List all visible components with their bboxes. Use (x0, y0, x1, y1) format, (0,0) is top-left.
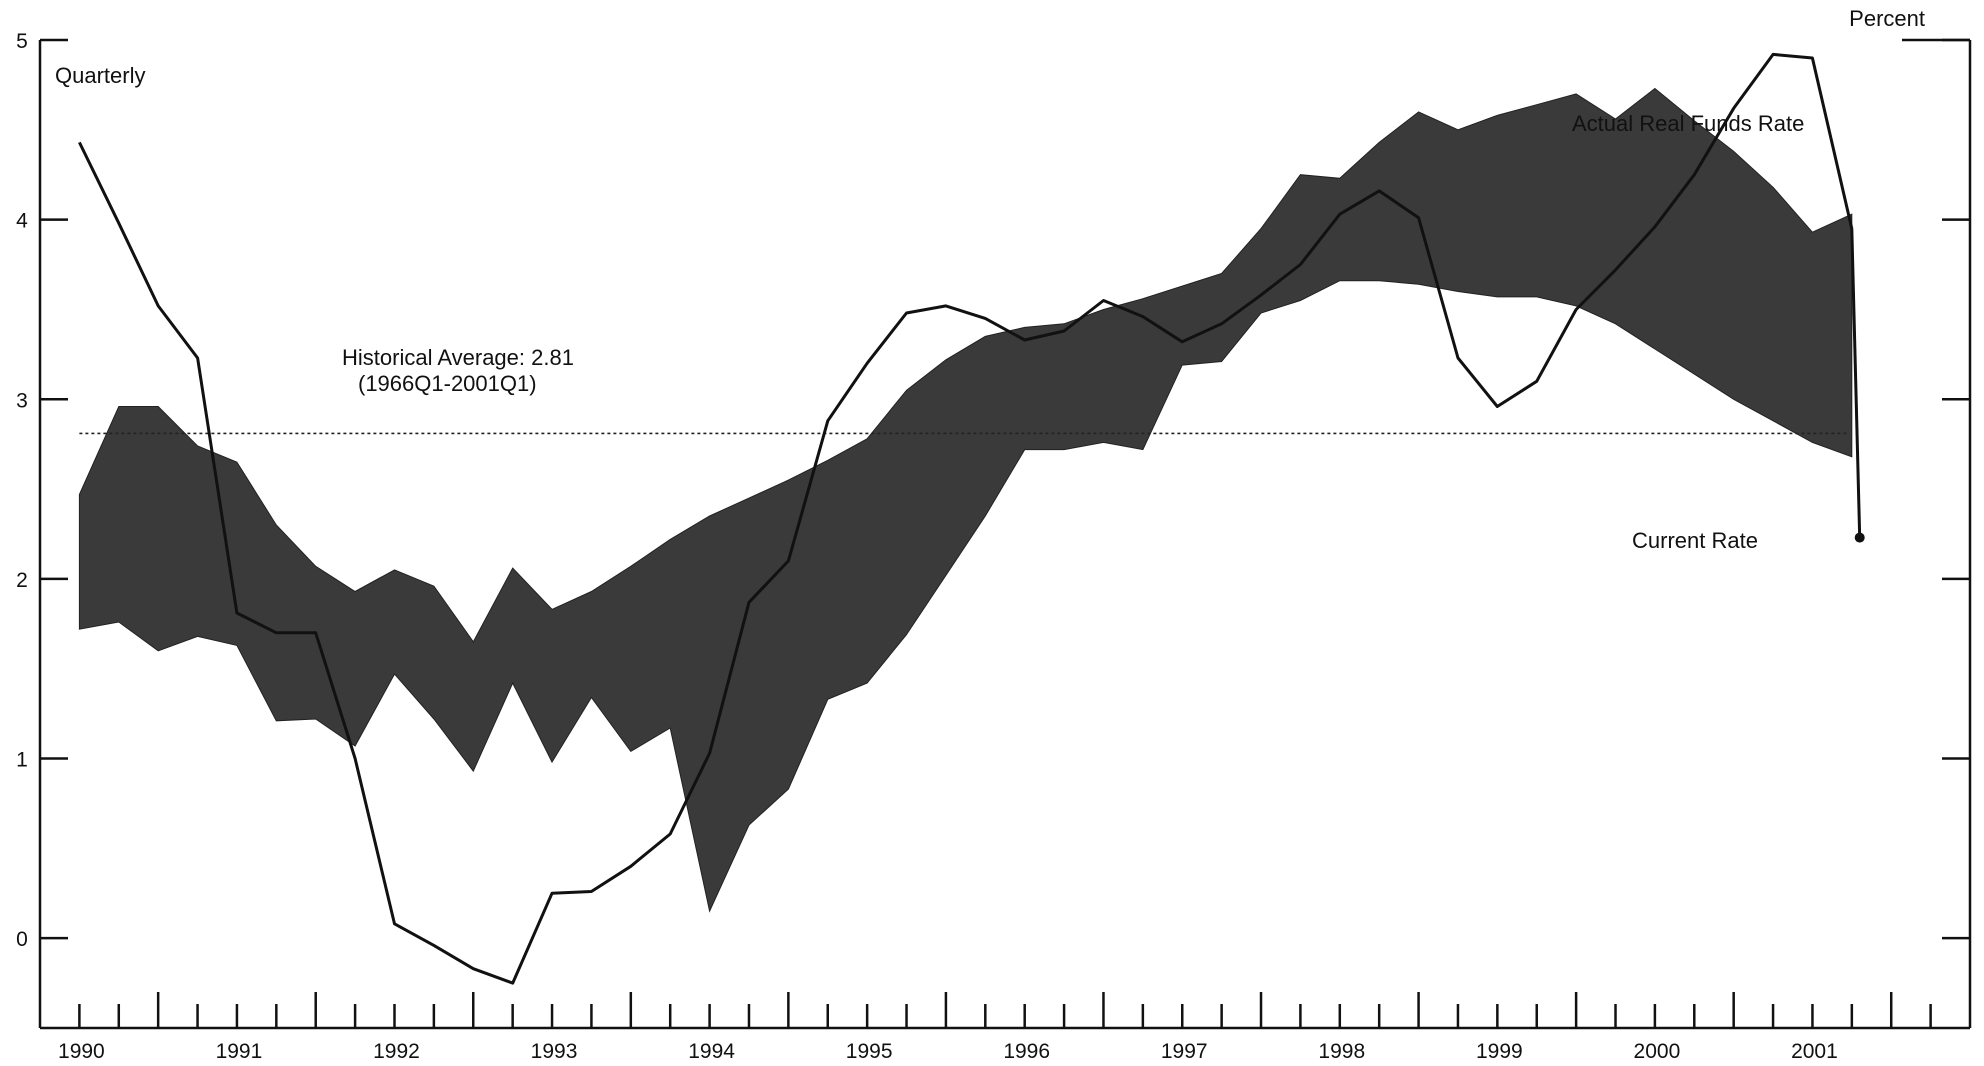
actual-real-funds-rate-label: Actual Real Funds Rate (1572, 111, 1804, 136)
x-tick-label: 1990 (58, 1040, 105, 1063)
x-tick-label: 1999 (1476, 1040, 1523, 1063)
y-axis-unit-label: Percent (1849, 6, 1925, 31)
current-rate-point (1854, 532, 1865, 543)
y-tick-label: 1 (16, 749, 28, 772)
x-tick-label: 1993 (531, 1040, 578, 1063)
x-tick-label: 1997 (1161, 1040, 1208, 1063)
current-rate-segment (1850, 228, 1862, 538)
x-tick-label: 1992 (373, 1040, 420, 1063)
x-tick-label: 2000 (1634, 1040, 1681, 1063)
historical-average-period: (1966Q1-2001Q1) (358, 371, 537, 396)
x-tick-label: 1991 (216, 1040, 263, 1063)
x-tick-label: 1996 (1003, 1040, 1050, 1063)
y-tick-label: 5 (16, 30, 28, 53)
y-tick-label: 4 (16, 210, 28, 233)
text-layer: 0 1 2 3 4 5 1990 1991 1992 1993 1994 1995 1996 1997 19… (16, 6, 1925, 1063)
series-layer (78, 52, 1865, 985)
x-tick-label: 1995 (846, 1040, 893, 1063)
current-rate-label: Current Rate (1632, 528, 1758, 553)
x-tick-label: 1994 (688, 1040, 735, 1063)
y-tick-label: 2 (16, 569, 28, 592)
y-tick-label: 0 (16, 928, 28, 951)
actual-real-funds-rate-line (78, 52, 1854, 985)
historical-average-label: Historical Average: 2.81 (342, 345, 574, 370)
x-tick-label: 1998 (1318, 1040, 1365, 1063)
x-tick-label: 2001 (1791, 1040, 1838, 1063)
axis-layer (38, 38, 1972, 1030)
frequency-label: Quarterly (55, 63, 145, 88)
y-tick-label: 3 (16, 389, 28, 412)
band-layer (78, 87, 1853, 913)
range-band (78, 87, 1853, 913)
